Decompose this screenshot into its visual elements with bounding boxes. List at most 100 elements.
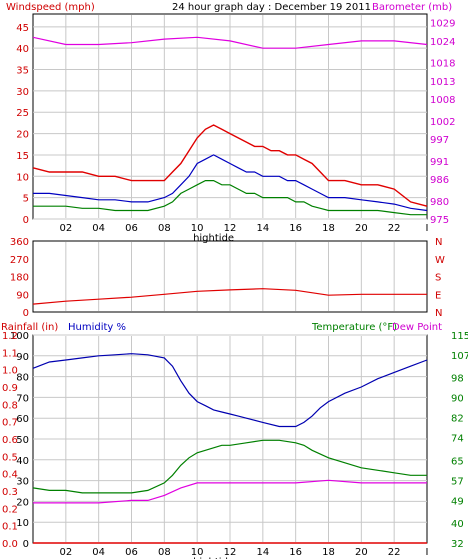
humidity-ytick-label: 30	[16, 477, 29, 488]
wind-ytick-label: 0	[23, 215, 29, 226]
direction-ytick-label: 360	[10, 237, 29, 248]
humidity-ytick-label: 100	[10, 331, 29, 342]
rain-ytick-label: 1.1	[2, 348, 18, 359]
barometer-ytick-label: 986	[430, 175, 449, 186]
hour-xtick-label: 02	[59, 547, 72, 558]
temperature-ytick-label: 90	[451, 394, 464, 405]
hightide-label: hightide	[193, 557, 234, 559]
humidity-ytick-label: 60	[16, 414, 29, 425]
series-low-line	[33, 180, 427, 216]
direction-panel-frame	[32, 240, 428, 313]
wind-ytick-label: 35	[16, 66, 29, 77]
windspeed-axis-label: Windspeed (mph)	[6, 2, 95, 13]
hour-xtick-label: I	[426, 547, 429, 558]
series-layer	[32, 36, 428, 544]
rainfall-axis-label: Rainfall (in)	[1, 322, 58, 333]
barometer-ytick-label: 991	[430, 157, 449, 168]
hour-xtick-label: 14	[256, 223, 269, 234]
humidity-ytick-label: 80	[16, 373, 29, 384]
wind-ytick-label: 30	[16, 87, 29, 98]
rain-ytick-label: 0.8	[2, 400, 18, 411]
temperature-ytick-label: 82	[451, 414, 464, 425]
direction-ytick-label: 90	[16, 290, 29, 301]
hour-xtick-label: 22	[388, 547, 401, 558]
barometer-ytick-label: 997	[430, 135, 449, 146]
rain-ytick-label: 1.0	[2, 366, 18, 377]
rain-ytick-label: 0.1	[2, 522, 18, 533]
series-direction-line	[32, 288, 427, 305]
rain-ytick-label: 0.3	[2, 487, 18, 498]
rain-ytick-label: 0.7	[2, 418, 18, 429]
hour-xtick-label: 18	[322, 547, 335, 558]
direction-ytick-label: 180	[10, 273, 29, 284]
barometer-axis-label: Barometer (mb)	[372, 2, 452, 13]
compass-tick-label: E	[435, 290, 441, 301]
direction-ytick-label: 270	[10, 255, 29, 266]
rain-ytick-label: 0.4	[2, 470, 18, 481]
tick-label-layer: 0510152025303540459759809869919971002100…	[2, 19, 468, 559]
rain-ytick-label: 0.0	[2, 539, 18, 550]
hour-xtick-label: 16	[289, 223, 302, 234]
temperature-ytick-label: 65	[451, 456, 464, 467]
humidity-ytick-label: 50	[16, 435, 29, 446]
barometer-ytick-label: 1018	[430, 59, 455, 70]
hour-xtick-label: 02	[59, 223, 72, 234]
compass-tick-label: N	[435, 308, 442, 319]
series-gust-line	[32, 124, 428, 207]
rain-ytick-label: 0.6	[2, 435, 18, 446]
hour-xtick-label: 08	[158, 223, 171, 234]
humidity-axis-label: Humidity %	[68, 322, 126, 333]
hour-xtick-label: 10	[191, 547, 204, 558]
humidity-ytick-label: 10	[16, 518, 29, 529]
dewpoint-axis-label: Dew Point	[392, 322, 442, 333]
wind-ytick-label: 25	[16, 108, 29, 119]
hour-xtick-label: 06	[125, 223, 138, 234]
hour-xtick-label: 04	[92, 547, 105, 558]
wind-ytick-label: 5	[23, 194, 29, 205]
rain-ytick-label: 0.2	[2, 504, 18, 515]
compass-tick-label: S	[435, 273, 441, 284]
rain-ytick-label: 0.9	[2, 383, 18, 394]
hightide-label: hightide	[193, 233, 234, 244]
barometer-ytick-label: 1008	[430, 95, 455, 106]
barometer-ytick-label: 980	[430, 197, 449, 208]
rain-ytick-label: 0.5	[2, 452, 18, 463]
series-dewpoint-line	[33, 479, 427, 504]
wind-ytick-label: 10	[16, 172, 29, 183]
wind-ytick-label: 15	[16, 151, 29, 162]
hour-xtick-label: 12	[224, 223, 237, 234]
hour-xtick-label: I	[426, 223, 429, 234]
temperature-ytick-label: 115	[451, 331, 468, 342]
hour-xtick-label: 14	[256, 547, 269, 558]
graph-title: 24 hour graph day : December 19 2011	[172, 2, 371, 13]
compass-tick-label: N	[435, 237, 442, 248]
hour-xtick-label: 04	[92, 223, 105, 234]
hour-xtick-label: 20	[355, 223, 368, 234]
hour-xtick-label: 10	[191, 223, 204, 234]
barometer-ytick-label: 1024	[430, 37, 455, 48]
hour-xtick-label: 20	[355, 547, 368, 558]
hour-xtick-label: 12	[224, 547, 237, 558]
hour-xtick-label: 16	[289, 547, 302, 558]
barometer-ytick-label: 1013	[430, 77, 455, 88]
hour-xtick-label: 08	[158, 547, 171, 558]
series-temperature-line	[32, 439, 427, 494]
humidity-ytick-label: 90	[16, 352, 29, 363]
humidity-ytick-label: 40	[16, 456, 29, 467]
wind-ytick-label: 20	[16, 130, 29, 141]
series-average-line	[33, 154, 428, 212]
hour-xtick-label: 06	[125, 547, 138, 558]
wind-ytick-label: 40	[16, 44, 29, 55]
humidity-ytick-label: 0	[23, 539, 29, 550]
direction-ytick-label: 0	[23, 308, 29, 319]
hour-xtick-label: 22	[388, 223, 401, 234]
humidity-ytick-label: 70	[16, 393, 29, 404]
compass-tick-label: W	[435, 255, 445, 266]
temperature-ytick-label: 107	[451, 351, 468, 362]
series-barometer-line	[32, 36, 428, 49]
temperature-ytick-label: 40	[451, 519, 464, 530]
rain-ytick-label: 1.2	[2, 331, 18, 342]
temperature-ytick-label: 49	[451, 496, 464, 507]
humidity-ytick-label: 20	[16, 497, 29, 508]
